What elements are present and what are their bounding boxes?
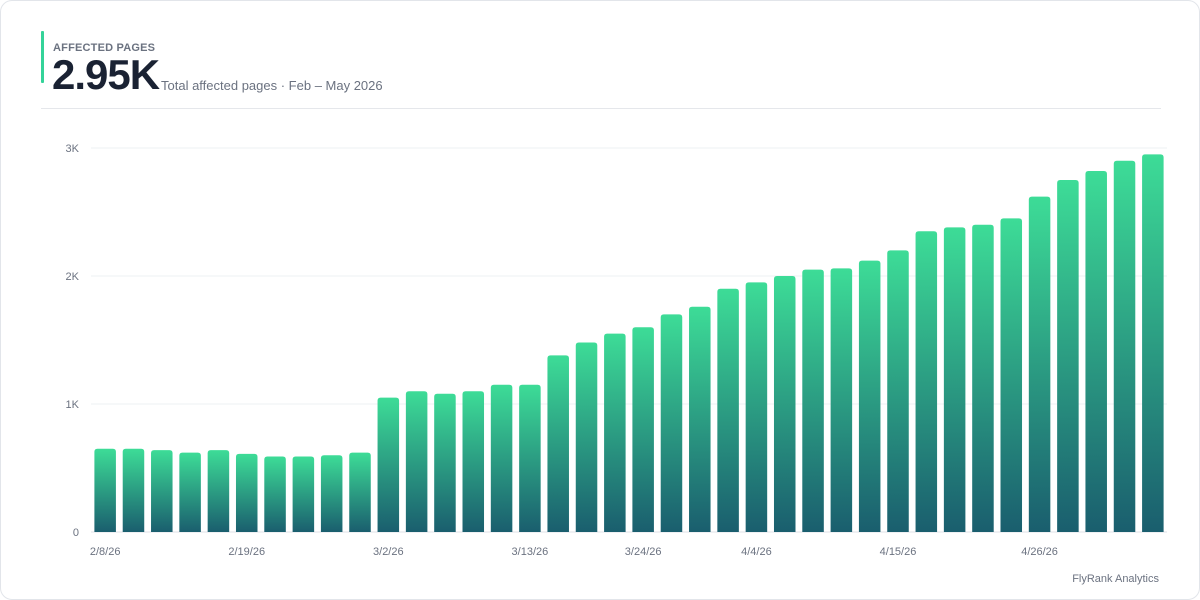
x-tick-label: 2/8/26 bbox=[90, 546, 121, 558]
bar bbox=[1142, 154, 1164, 532]
bar bbox=[1057, 180, 1079, 532]
bar bbox=[915, 231, 938, 532]
kpi-value: 2.95K bbox=[52, 51, 160, 98]
bar bbox=[179, 452, 201, 532]
bar bbox=[972, 224, 994, 533]
y-tick-label: 1K bbox=[66, 399, 80, 411]
bar bbox=[575, 342, 598, 532]
bar bbox=[349, 452, 371, 532]
x-tick-label: 3/24/26 bbox=[625, 546, 662, 558]
bar bbox=[830, 268, 853, 532]
y-tick-label: 0 bbox=[73, 527, 79, 539]
bar bbox=[519, 384, 541, 532]
bar bbox=[462, 391, 485, 532]
bar bbox=[320, 455, 343, 532]
bars bbox=[94, 154, 1164, 533]
x-tick-label: 3/13/26 bbox=[512, 546, 549, 558]
bar bbox=[1085, 171, 1107, 533]
x-axis-ticks: 2/8/26 2/19/26 3/2/26 3/13/26 3/24/26 4/4/26 4… bbox=[90, 546, 1058, 558]
bar bbox=[858, 260, 881, 532]
bar bbox=[377, 397, 400, 532]
bar bbox=[1000, 218, 1023, 532]
bar bbox=[745, 282, 768, 532]
bar bbox=[207, 450, 230, 532]
bar bbox=[1113, 160, 1136, 533]
bar bbox=[151, 450, 173, 532]
x-tick-label: 3/2/26 bbox=[373, 546, 404, 558]
bar bbox=[292, 456, 315, 532]
kpi-subtitle: Total affected pages · Feb – May 2026 bbox=[161, 78, 383, 93]
bar bbox=[490, 384, 513, 532]
bar bbox=[604, 333, 626, 532]
x-tick-label: 4/15/26 bbox=[880, 546, 917, 558]
bar bbox=[1028, 196, 1051, 532]
bar bbox=[717, 288, 739, 532]
bar bbox=[887, 250, 909, 532]
kpi-accent-bar bbox=[41, 31, 44, 83]
bar bbox=[405, 391, 428, 532]
header-divider bbox=[41, 108, 1161, 109]
bar bbox=[689, 306, 711, 532]
footer-brand: FlyRank Analytics bbox=[1072, 573, 1159, 585]
bar bbox=[94, 448, 116, 532]
bar bbox=[264, 456, 286, 532]
bar bbox=[632, 327, 654, 532]
bar bbox=[122, 448, 145, 532]
bar bbox=[660, 314, 683, 532]
y-tick-label: 2K bbox=[66, 271, 80, 283]
x-tick-label: 4/26/26 bbox=[1021, 546, 1058, 558]
kpi-label: AFFECTED PAGES bbox=[53, 42, 156, 54]
bar bbox=[943, 227, 966, 533]
x-tick-label: 4/4/26 bbox=[741, 546, 772, 558]
bar bbox=[547, 355, 569, 532]
bar bbox=[773, 276, 796, 532]
bar bbox=[434, 393, 456, 532]
y-axis-ticks: 0 1K 2K 3K bbox=[66, 143, 80, 539]
bar bbox=[235, 453, 258, 532]
y-tick-label: 3K bbox=[66, 143, 80, 155]
bar bbox=[802, 269, 824, 532]
x-tick-label: 2/19/26 bbox=[228, 546, 265, 558]
